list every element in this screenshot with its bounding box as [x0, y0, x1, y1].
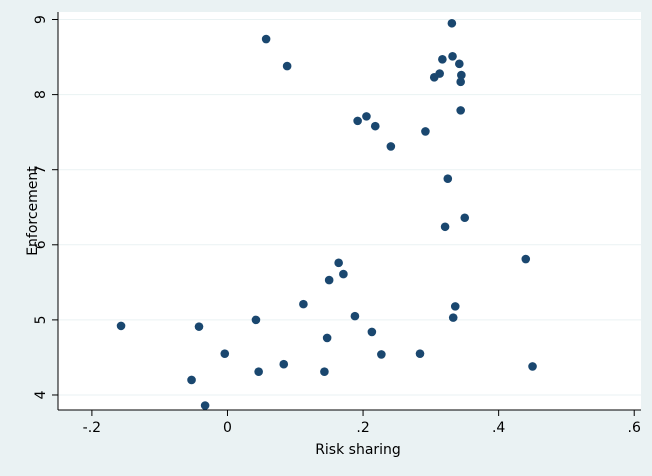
x-tick-label: .4 [492, 420, 505, 436]
plot-area [58, 12, 641, 410]
scatter-point [450, 302, 460, 311]
scatter-point [377, 350, 386, 359]
x-axis-title: Risk sharing [315, 442, 401, 458]
scatter-point [324, 275, 334, 285]
scatter-point [440, 222, 450, 232]
scatter-point [386, 142, 396, 151]
y-tick-label: 5 [33, 315, 49, 324]
scatter-point [261, 34, 271, 44]
y-tick-label: 4 [33, 390, 49, 399]
scatter-point [415, 349, 425, 358]
scatter-point [200, 401, 210, 410]
x-tick-label: 0 [223, 420, 232, 436]
scatter-point [367, 327, 377, 337]
data-points [116, 18, 537, 410]
scatter-point [460, 213, 470, 223]
axis-ticks: 4 5 6 7 8 9 -.2 0 .2 .4 .6 [33, 15, 641, 436]
scatter-point [457, 70, 466, 80]
scatter-point [438, 55, 447, 64]
scatter-point [282, 61, 292, 71]
y-tick-label: 6 [33, 240, 49, 249]
scatter-point [353, 116, 362, 126]
scatter-point [421, 127, 430, 136]
scatter-point [254, 367, 263, 377]
x-tick-label: .2 [356, 420, 369, 436]
y-tick-label: 8 [33, 90, 49, 99]
scatter-point [456, 77, 465, 87]
y-tick-label: 7 [33, 165, 49, 174]
scatter-point [521, 254, 531, 264]
scatter-point [448, 52, 457, 61]
scatter-point [320, 367, 329, 377]
scatter-point [456, 106, 465, 115]
scatter-point [370, 121, 380, 131]
scatter-point [350, 311, 360, 321]
scatter-point [251, 315, 261, 325]
scatter-point [429, 73, 439, 82]
scatter-point [116, 321, 126, 331]
scatter-point [194, 322, 204, 331]
scatter-point [187, 375, 196, 385]
y-axis-title: Enforcement [25, 166, 41, 256]
x-tick-label: .6 [628, 420, 641, 436]
scatter-point [528, 362, 537, 371]
y-tick-label: 9 [33, 15, 49, 24]
scatter-point [334, 258, 343, 268]
scatter-point [455, 59, 464, 69]
gridlines [58, 19, 641, 396]
scatter-point [322, 333, 332, 343]
x-tick-label: -.2 [83, 420, 101, 436]
scatter-point [279, 359, 289, 369]
scatter-point [339, 269, 348, 279]
scatter-point [299, 299, 308, 309]
scatter-point [443, 174, 453, 184]
scatter-point [447, 18, 457, 28]
scatter-point [362, 112, 371, 121]
scatter-point [448, 313, 458, 322]
scatter-point [220, 349, 230, 358]
